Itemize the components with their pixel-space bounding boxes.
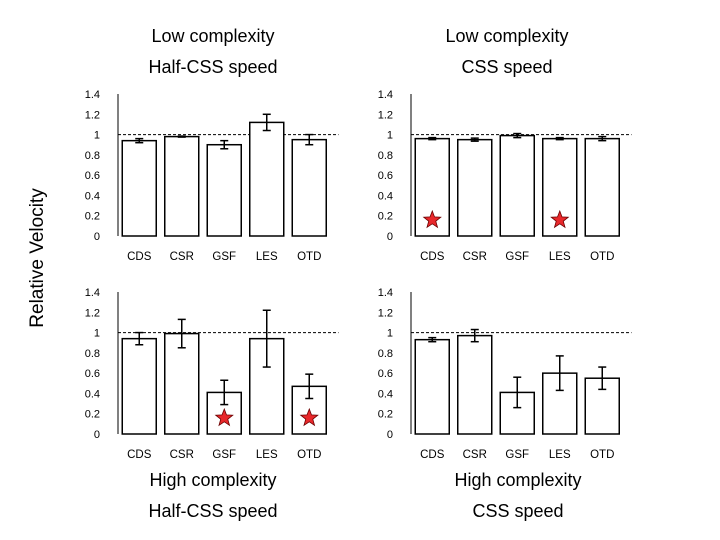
- y-tick-label: 0.8: [85, 150, 100, 162]
- bar-CDS: [121, 337, 157, 435]
- bar-GSF: [499, 134, 535, 237]
- panel-top-left: 0 0.2 0.4 0.6 0.8 1 1.2 1.4 CDS CSR GSF LES OTD: [85, 89, 339, 263]
- y-tick-label: 0.4: [378, 388, 393, 400]
- x-tick-label-CSR: CSR: [170, 449, 194, 461]
- y-tick-label: 1.2: [378, 307, 393, 319]
- y-tick-label: 1.2: [85, 307, 100, 319]
- y-tick-label: 1.4: [85, 89, 100, 101]
- panel-title-bottom-left-line2: Half-CSS speed: [148, 501, 278, 521]
- bar-CSR: [457, 138, 493, 237]
- y-tick-label: 0: [94, 231, 100, 243]
- y-tick-label: 0.8: [85, 348, 100, 360]
- y-tick-label: 0.6: [85, 368, 100, 380]
- y-tick-label: 1: [387, 328, 393, 340]
- y-tick-label: 0.4: [378, 190, 393, 202]
- bar-OTD: [291, 138, 327, 237]
- panel-bottom-right: 0 0.2 0.4 0.6 0.8 1 1.2 1.4 CDS CSR GSF LES OTD: [378, 287, 632, 461]
- y-tick-label: 0: [387, 429, 393, 441]
- y-tick-label: 1.2: [85, 109, 100, 121]
- y-tick-label: 0.2: [85, 409, 100, 421]
- y-tick-label: 0: [387, 231, 393, 243]
- panel-title-top-right-line2: CSS speed: [461, 57, 553, 77]
- bar-LES: [249, 121, 285, 237]
- significance-star-icon: [299, 407, 319, 427]
- x-tick-label-LES: LES: [256, 251, 278, 263]
- bar-CDS: [121, 139, 157, 237]
- bar-CSR: [164, 135, 200, 237]
- significance-star-icon: [214, 407, 234, 427]
- y-tick-label: 1.4: [85, 287, 100, 299]
- y-tick-label: 1: [94, 328, 100, 340]
- x-tick-label-CSR: CSR: [170, 251, 194, 263]
- x-tick-label-GSF: GSF: [505, 449, 529, 461]
- significance-star-icon: [422, 209, 442, 229]
- y-tick-label: 0.4: [85, 388, 100, 400]
- x-tick-label-CDS: CDS: [127, 251, 152, 263]
- panel-title-top-left-line2: Half-CSS speed: [148, 57, 278, 77]
- bar-CSR: [457, 334, 493, 435]
- y-tick-label: 1.4: [378, 89, 393, 101]
- panel-title-bottom-right-line1: High complexity: [454, 470, 582, 490]
- x-tick-label-OTD: OTD: [297, 449, 321, 461]
- x-tick-label-CSR: CSR: [463, 251, 487, 263]
- y-tick-label: 1.4: [378, 287, 393, 299]
- x-tick-label-GSF: GSF: [505, 251, 529, 263]
- y-tick-label: 0.2: [85, 211, 100, 223]
- x-tick-label-OTD: OTD: [590, 449, 614, 461]
- y-tick-label: 0: [94, 429, 100, 441]
- y-tick-label: 0.6: [378, 368, 393, 380]
- panel-title-bottom-right-line2: CSS speed: [472, 501, 564, 521]
- bar-OTD: [584, 137, 620, 237]
- panel-title-bottom-left-line1: High complexity: [149, 470, 277, 490]
- y-tick-label: 0.6: [378, 170, 393, 182]
- x-tick-label-GSF: GSF: [212, 449, 236, 461]
- y-tick-label: 0.2: [378, 211, 393, 223]
- panel-title-top-left-line1: Low complexity: [151, 26, 275, 46]
- x-tick-label-GSF: GSF: [212, 251, 236, 263]
- x-tick-label-LES: LES: [549, 251, 571, 263]
- x-tick-label-OTD: OTD: [297, 251, 321, 263]
- y-tick-label: 0.8: [378, 348, 393, 360]
- panel-bottom-left: 0 0.2 0.4 0.6 0.8 1 1.2 1.4 CDS CSR GSF LES OTD: [85, 287, 339, 461]
- y-tick-label: 0.6: [85, 170, 100, 182]
- x-tick-label-CDS: CDS: [420, 449, 445, 461]
- y-tick-label: 0.8: [378, 150, 393, 162]
- bar-CSR: [164, 332, 200, 435]
- x-tick-label-LES: LES: [256, 449, 278, 461]
- x-tick-label-CDS: CDS: [127, 449, 152, 461]
- x-tick-label-LES: LES: [549, 449, 571, 461]
- y-tick-label: 0.2: [378, 409, 393, 421]
- x-tick-label-OTD: OTD: [590, 251, 614, 263]
- significance-star-icon: [550, 209, 570, 229]
- bar-CDS: [414, 338, 450, 435]
- panel-top-right: 0 0.2 0.4 0.6 0.8 1 1.2 1.4 CDS CSR GSF LES OTD: [378, 89, 632, 263]
- y-tick-label: 1.2: [378, 109, 393, 121]
- y-tick-label: 1: [387, 130, 393, 142]
- y-tick-label: 1: [94, 130, 100, 142]
- bar-GSF: [206, 143, 242, 237]
- panel-title-top-right-line1: Low complexity: [445, 26, 569, 46]
- x-tick-label-CDS: CDS: [420, 251, 445, 263]
- x-tick-label-CSR: CSR: [463, 449, 487, 461]
- y-tick-label: 0.4: [85, 190, 100, 202]
